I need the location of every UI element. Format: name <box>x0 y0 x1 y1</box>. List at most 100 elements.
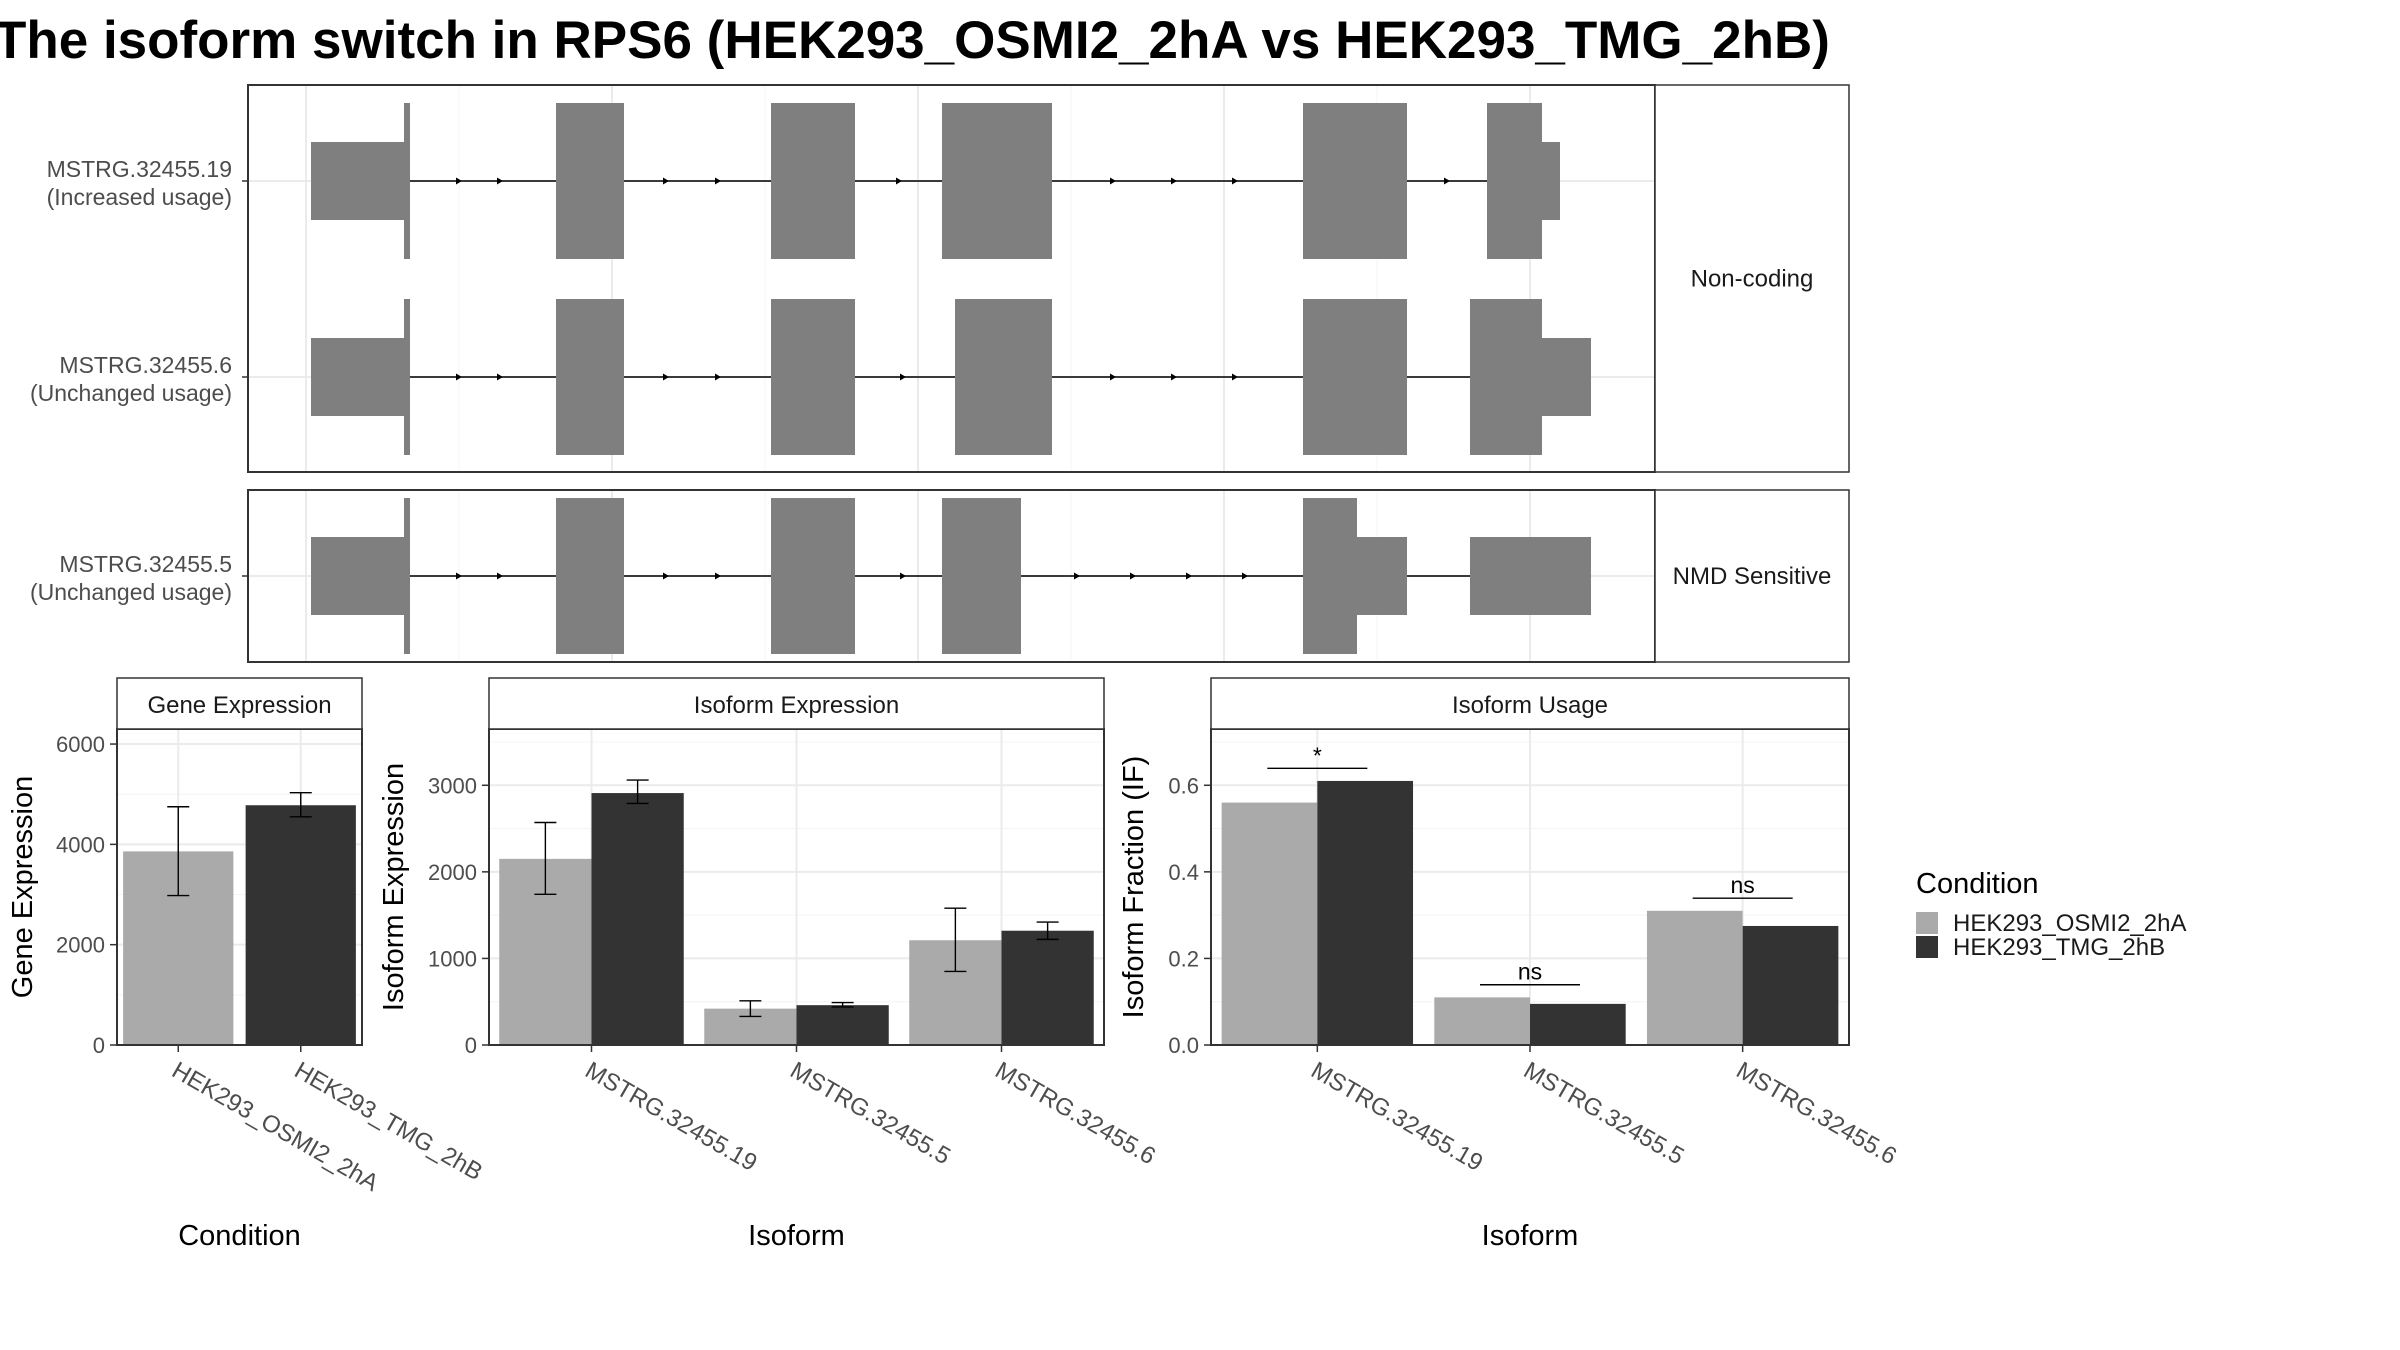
noncoding-exon <box>1542 142 1560 220</box>
bar-MSTRG.32455.5-HEK293_TMG_2hB <box>1530 1003 1626 1045</box>
intron-arrow-icon <box>1232 177 1238 185</box>
structure-panel-2: MSTRG.32455.5(Unchanged usage) NMD Sensit… <box>30 489 1850 663</box>
x-tick-label: MSTRG.32455.5 <box>1519 1057 1688 1170</box>
legend-label: HEK293_OSMI2_2hA <box>1953 910 2186 937</box>
coding-exon <box>1303 103 1407 259</box>
bar-MSTRG.32455.6-HEK293_OSMI2_2hA <box>1646 910 1743 1045</box>
intron-arrow-icon <box>663 572 669 580</box>
y-tick-label: 0 <box>465 1033 477 1058</box>
bar-panel-3: * ns ns Isoform Usage 0.0 0.2 0.4 0.6 MSTRG.3245… <box>1118 677 1901 1252</box>
bar-chart-panels: Gene Expression 0 2000 4000 6000 HEK293_OSMI2… <box>7 677 1901 1252</box>
x-axis-title: Isoform <box>748 1220 845 1252</box>
structure-strip-background <box>1654 84 1850 473</box>
structure-strip-label: NMD Sensitive <box>1673 563 1832 590</box>
isoform-label: MSTRG.32455.6 <box>59 352 232 378</box>
y-axis-title: Isoform Expression <box>378 763 410 1011</box>
isoform-usage-label: (Increased usage) <box>47 184 232 210</box>
isoform-usage-label: (Unchanged usage) <box>30 579 232 605</box>
y-tick-label: 2000 <box>428 860 477 885</box>
y-tick-label: 4000 <box>56 832 105 857</box>
isoform-label: MSTRG.32455.19 <box>47 156 232 182</box>
noncoding-exon <box>311 537 404 615</box>
x-tick-label: MSTRG.32455.5 <box>786 1057 955 1170</box>
y-tick-label: 6000 <box>56 732 105 757</box>
y-tick-label: 1000 <box>428 946 477 971</box>
coding-exon <box>1303 498 1357 654</box>
coding-exon <box>942 498 1021 654</box>
bar-HEK293_TMG_2hB-HEK293_TMG_2hB <box>245 805 356 1045</box>
intron-arrow-icon <box>1074 572 1080 580</box>
y-tick-label: 0.2 <box>1168 946 1199 971</box>
bar-strip-background <box>1210 677 1850 730</box>
intron-arrow-icon <box>1171 177 1177 185</box>
significance-label: * <box>1313 742 1322 768</box>
isoform-row: MSTRG.32455.6(Unchanged usage) <box>30 299 1655 455</box>
bar-panel-2: Isoform Expression 0 1000 2000 3000 MSTRG.324… <box>378 677 1160 1252</box>
y-tick-label: 0.4 <box>1168 860 1199 885</box>
intron-arrow-icon <box>663 373 669 381</box>
y-axis-title: Isoform Fraction (IF) <box>1118 756 1150 1019</box>
bar-panel-1: Gene Expression 0 2000 4000 6000 HEK293_OSMI2… <box>7 677 487 1252</box>
y-tick-label: 0 <box>93 1033 105 1058</box>
coding-exon <box>1303 299 1407 455</box>
intron-arrow-icon <box>900 373 906 381</box>
y-tick-label: 0.6 <box>1168 773 1199 798</box>
noncoding-exon <box>1542 338 1591 416</box>
intron-arrow-icon <box>456 177 462 185</box>
coding-exon <box>556 103 624 259</box>
bar-MSTRG.32455.6-HEK293_TMG_2hB <box>1001 930 1094 1045</box>
legend-swatch <box>1916 912 1938 934</box>
intron-arrow-icon <box>1110 177 1116 185</box>
x-tick-label: MSTRG.32455.19 <box>581 1057 762 1177</box>
y-tick-label: 3000 <box>428 773 477 798</box>
coding-exon <box>1470 299 1542 455</box>
noncoding-exon <box>1357 537 1407 615</box>
x-axis-title: Isoform <box>1482 1220 1579 1252</box>
intron-arrow-icon <box>715 177 721 185</box>
coding-exon <box>404 299 410 455</box>
y-tick-label: 0.0 <box>1168 1033 1199 1058</box>
coding-exon <box>942 103 1052 259</box>
intron-arrow-icon <box>456 373 462 381</box>
intron-arrow-icon <box>497 572 503 580</box>
structure-panel-1: MSTRG.32455.19(Increased usage)MSTRG.324… <box>30 84 1850 473</box>
isoform-row: MSTRG.32455.19(Increased usage) <box>47 103 1655 259</box>
figure-title: The isoform switch in RPS6 (HEK293_OSMI2… <box>0 11 1830 70</box>
transcript-structure-panels: MSTRG.32455.19(Increased usage)MSTRG.324… <box>30 84 1850 663</box>
legend-swatch <box>1916 936 1938 958</box>
bar-strip-background <box>116 677 363 730</box>
bar-strip-label: Isoform Usage <box>1452 692 1608 719</box>
intron-arrow-icon <box>1186 572 1192 580</box>
intron-arrow-icon <box>1130 572 1136 580</box>
isoform-label: MSTRG.32455.5 <box>59 551 232 577</box>
noncoding-exon <box>311 338 404 416</box>
significance-label: ns <box>1731 872 1755 898</box>
y-axis-title: Gene Expression <box>7 776 39 998</box>
bar-MSTRG.32455.6-HEK293_TMG_2hB <box>1742 925 1839 1045</box>
legend-label: HEK293_TMG_2hB <box>1953 934 2165 961</box>
coding-exon <box>1487 103 1542 259</box>
intron-arrow-icon <box>1110 373 1116 381</box>
intron-arrow-icon <box>663 177 669 185</box>
intron-arrow-icon <box>1232 373 1238 381</box>
x-axis-title: Condition <box>178 1220 301 1252</box>
isoform-usage-label: (Unchanged usage) <box>30 380 232 406</box>
structure-strip-background <box>1654 489 1850 663</box>
intron-arrow-icon <box>715 572 721 580</box>
coding-exon <box>771 299 855 455</box>
bar-MSTRG.32455.19-HEK293_TMG_2hB <box>1317 780 1414 1045</box>
bar-MSTRG.32455.19-HEK293_OSMI2_2hA <box>1221 802 1318 1045</box>
bar-MSTRG.32455.5-HEK293_OSMI2_2hA <box>1434 997 1530 1045</box>
x-tick-label: HEK293_OSMI2_2hA <box>167 1057 383 1197</box>
coding-exon <box>556 498 624 654</box>
legend-title: Condition <box>1916 868 2039 900</box>
bar-strip-background <box>488 677 1105 730</box>
intron-arrow-icon <box>497 373 503 381</box>
intron-arrow-icon <box>1171 373 1177 381</box>
coding-exon <box>404 498 410 654</box>
bar-MSTRG.32455.5-HEK293_TMG_2hB <box>796 1005 889 1045</box>
coding-exon <box>556 299 624 455</box>
intron-arrow-icon <box>1444 177 1450 185</box>
noncoding-exon <box>311 142 404 220</box>
